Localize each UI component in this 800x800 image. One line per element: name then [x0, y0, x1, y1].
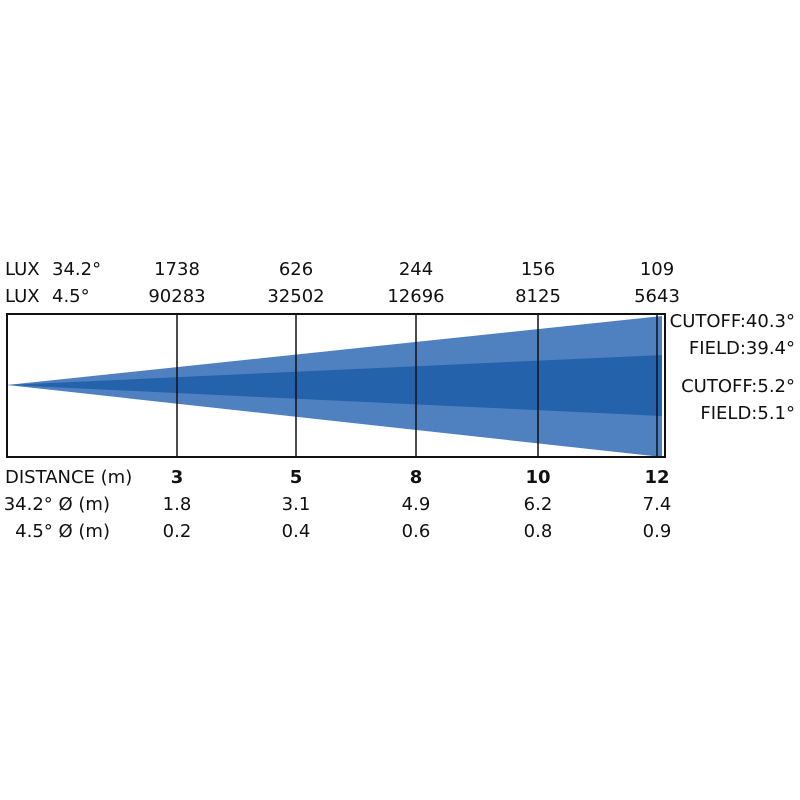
diameter-value: 6.2 [524, 494, 553, 515]
lux-label: LUX [5, 286, 40, 307]
distance-value: 8 [410, 467, 423, 488]
diameter-value: 3.1 [282, 494, 311, 515]
distance-label: DISTANCE (m) [5, 467, 132, 488]
beam-label: CUTOFF:40.3° [670, 311, 795, 332]
diameter-value: 0.9 [643, 521, 672, 542]
diameter-label: 4.5° Ø (m) [15, 521, 110, 542]
diameter-value: 4.9 [402, 494, 431, 515]
beam-label: CUTOFF:5.2° [681, 376, 795, 397]
lux-value: 32502 [267, 286, 324, 307]
distance-value: 10 [525, 467, 550, 488]
diameter-value: 0.6 [402, 521, 431, 542]
lux-angle: 34.2° [52, 259, 101, 280]
distance-value: 12 [644, 467, 669, 488]
lux-value: 5643 [634, 286, 680, 307]
distance-value: 3 [171, 467, 184, 488]
beam-inner [7, 355, 662, 416]
diameter-value: 0.8 [524, 521, 553, 542]
lux-value: 626 [279, 259, 313, 280]
lux-label: LUX [5, 259, 40, 280]
lux-value: 8125 [515, 286, 561, 307]
lux-angle: 4.5° [52, 286, 90, 307]
lux-value: 12696 [387, 286, 444, 307]
beam-frame [6, 313, 666, 458]
diameter-value: 0.4 [282, 521, 311, 542]
distance-value: 5 [290, 467, 303, 488]
lux-value: 1738 [154, 259, 200, 280]
diameter-value: 7.4 [643, 494, 672, 515]
beam-label: FIELD:39.4° [689, 338, 795, 359]
lux-value: 244 [399, 259, 433, 280]
lux-value: 156 [521, 259, 555, 280]
beam-label: FIELD:5.1° [700, 403, 795, 424]
diameter-label: 34.2° Ø (m) [4, 494, 110, 515]
lux-value: 109 [640, 259, 674, 280]
diameter-value: 1.8 [163, 494, 192, 515]
diameter-value: 0.2 [163, 521, 192, 542]
lux-value: 90283 [148, 286, 205, 307]
